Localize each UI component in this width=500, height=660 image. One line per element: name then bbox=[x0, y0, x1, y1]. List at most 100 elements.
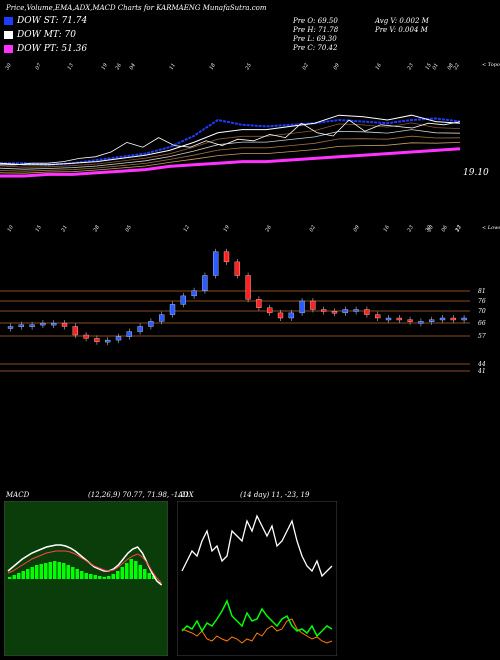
top-date-label: 18 bbox=[209, 62, 217, 71]
macd-histogram-bar bbox=[53, 561, 57, 579]
macd-histogram-bar bbox=[93, 575, 97, 579]
top-date-label: 30 bbox=[5, 62, 14, 71]
ema-band bbox=[0, 122, 461, 168]
candle-body bbox=[213, 251, 219, 276]
candle-body bbox=[148, 321, 154, 327]
macd-histogram-bar bbox=[75, 569, 79, 579]
candle-body bbox=[256, 299, 262, 308]
topo-label: < Topo bbox=[482, 62, 500, 68]
top-date-label: 01 bbox=[432, 62, 440, 71]
candle-body bbox=[234, 261, 240, 276]
lower-date-label: 10 bbox=[7, 224, 16, 233]
ohlc-open: Pre O: 69.50 bbox=[293, 17, 338, 25]
top-date-label: 13 bbox=[67, 62, 75, 71]
top-date-label: 26 bbox=[114, 62, 123, 72]
macd-histogram-bar bbox=[134, 561, 138, 579]
price-chart: 30 07 13 19 26 04 11 18 25 02 09 16 23 01 08 15 22 < Top… bbox=[0, 62, 500, 375]
candle-body bbox=[115, 336, 122, 341]
macd-histogram-bar bbox=[98, 576, 102, 579]
pre-volume: Pre V: 0.004 M bbox=[375, 26, 428, 34]
lower-date-label: 30 bbox=[425, 224, 434, 233]
macd-histogram-bar bbox=[138, 565, 142, 579]
macd-line bbox=[7, 544, 163, 586]
lower-date-label: 12 bbox=[183, 224, 191, 233]
macd-histogram-bar bbox=[26, 569, 30, 579]
legend-st: DOW ST: 71.74 bbox=[4, 16, 87, 26]
lower-date-label: 27 bbox=[454, 224, 463, 234]
lower-date-label: 09 bbox=[353, 224, 362, 233]
macd-histogram-bar bbox=[21, 571, 25, 579]
candle-body bbox=[159, 314, 165, 322]
ema-band bbox=[0, 135, 461, 172]
legend-swatch-pt bbox=[4, 45, 13, 53]
candle-body bbox=[126, 331, 132, 337]
macd-histogram-bar bbox=[57, 562, 61, 579]
macd-histogram-bar bbox=[125, 563, 129, 579]
chart-title: Price,Volume,EMA,ADX,MACD Charts for KAR… bbox=[6, 4, 267, 12]
candle-body bbox=[450, 317, 456, 321]
candle-body bbox=[267, 307, 273, 314]
lower-date-label: 19 bbox=[223, 224, 232, 233]
top-date-label: 07 bbox=[35, 62, 44, 71]
lower-date-label: 23 bbox=[406, 224, 415, 233]
top-date-label: 16 bbox=[375, 62, 384, 71]
macd-histogram-bar bbox=[17, 573, 21, 579]
macd-histogram-bar bbox=[120, 567, 124, 579]
candle-body bbox=[429, 319, 435, 322]
ohlc-close: Pre C: 70.42 bbox=[293, 44, 338, 52]
legend-swatch-mt bbox=[4, 31, 13, 39]
macd-histogram-bar bbox=[152, 576, 156, 579]
candle-body bbox=[407, 319, 413, 322]
top-date-label: 15 bbox=[425, 62, 433, 71]
price-level-label: 66 bbox=[478, 320, 486, 327]
candle-body bbox=[299, 300, 305, 314]
price-level-label: 41 bbox=[477, 368, 486, 375]
candle-body bbox=[29, 324, 35, 327]
legend-swatch-st bbox=[4, 17, 13, 25]
top-date-label: 25 bbox=[244, 62, 253, 71]
candle-body bbox=[439, 317, 446, 321]
candle-body bbox=[40, 322, 46, 326]
candle-body bbox=[137, 326, 143, 332]
macd-histogram-bar bbox=[89, 574, 93, 579]
candle-body bbox=[288, 312, 294, 319]
candle-body bbox=[105, 339, 111, 343]
ema-line-dow-pt bbox=[0, 147, 461, 178]
price-level-label: 76 bbox=[478, 298, 486, 305]
avg-volume: Avg V: 0.002 M bbox=[375, 17, 429, 25]
lower-label: < Lower bbox=[482, 225, 500, 231]
top-date-label: 02 bbox=[302, 62, 310, 71]
lower-date-label: 15 bbox=[35, 224, 43, 233]
macd-histogram-bar bbox=[71, 567, 75, 579]
legend-mt: DOW MT: 70 bbox=[4, 30, 76, 40]
macd-histogram-bar bbox=[107, 576, 111, 579]
macd-histogram-bar bbox=[143, 569, 147, 579]
macd-histogram-bar bbox=[102, 577, 106, 579]
lower-date-label: 02 bbox=[309, 224, 317, 233]
ema-band bbox=[0, 129, 461, 170]
macd-histogram-bar bbox=[44, 563, 48, 579]
candle-body bbox=[72, 326, 78, 336]
macd-histogram-bar bbox=[8, 577, 12, 579]
macd-panel bbox=[4, 501, 168, 656]
top-date-label: 09 bbox=[333, 62, 342, 71]
candle-body bbox=[342, 309, 348, 314]
lower-date-label: 06 bbox=[441, 224, 450, 233]
macd-histogram-bar bbox=[48, 562, 52, 579]
price-level-label: 70 bbox=[478, 308, 486, 315]
price-level-label: 81 bbox=[478, 288, 486, 295]
ohlc-high: Pre H: 71.78 bbox=[293, 26, 339, 34]
macd-histogram-bar bbox=[66, 565, 70, 579]
top-date-label: 11 bbox=[169, 62, 177, 71]
legend-label-mt: DOW MT: 70 bbox=[17, 30, 76, 40]
adx-values: (14 day) 11, -23, 19 bbox=[240, 491, 310, 499]
adx-label: ADX bbox=[178, 491, 194, 499]
candle-body bbox=[353, 309, 359, 312]
macd-histogram-bar bbox=[116, 571, 120, 579]
top-date-label: 08 bbox=[447, 62, 455, 71]
candle-body bbox=[169, 304, 176, 315]
price-level-label: 57 bbox=[478, 333, 486, 340]
macd-histogram-bar bbox=[80, 571, 84, 579]
top-date-label: 23 bbox=[406, 62, 415, 71]
candle-body bbox=[385, 317, 392, 321]
